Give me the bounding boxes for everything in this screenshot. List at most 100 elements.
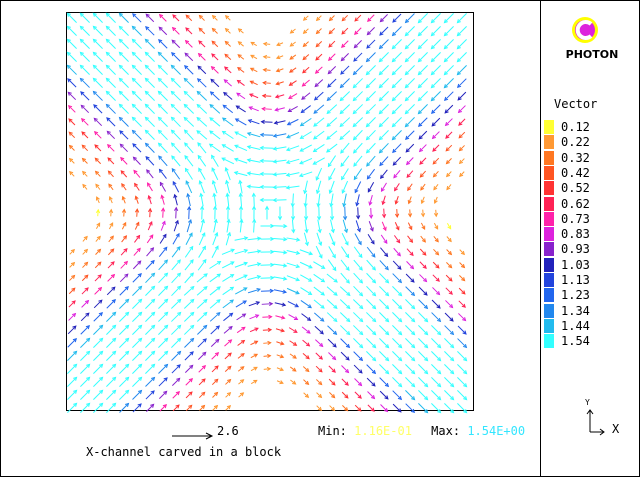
vector-arrowhead: [342, 202, 347, 208]
vector-arrow: [300, 287, 312, 295]
vector-arrowhead: [409, 251, 414, 257]
vector-arrow: [431, 325, 441, 335]
vector-arrow: [67, 325, 77, 335]
vector-arrow: [342, 405, 348, 411]
vector-arrow: [326, 104, 338, 114]
legend-label: 1.23: [561, 288, 590, 303]
vector-arrowhead: [379, 18, 384, 23]
vector-arrow: [132, 390, 142, 400]
vector-arrowhead: [237, 54, 242, 59]
vector-arrow: [341, 378, 349, 386]
vector-arrowhead: [157, 116, 162, 121]
vector-arrow: [457, 338, 467, 348]
vector-arrow: [158, 39, 168, 49]
vector-arrow: [353, 78, 363, 88]
vector-arrow: [95, 184, 101, 190]
vector-arrow: [171, 142, 181, 154]
vector-arrow: [302, 54, 310, 60]
vector-arrowhead: [379, 31, 384, 36]
vector-arrowhead: [289, 29, 295, 34]
vector-arrow: [158, 338, 168, 348]
vector-arrowhead: [345, 369, 350, 374]
vector-arrow: [418, 377, 428, 387]
legend-label: 0.93: [561, 242, 590, 257]
vector-arrow: [94, 131, 102, 139]
vector-arrow: [326, 130, 338, 140]
vector-arrowhead: [392, 161, 397, 166]
vector-arrow: [171, 39, 181, 49]
vector-arrowhead: [163, 246, 168, 251]
vector-arrowhead: [431, 122, 436, 127]
vector-arrow: [407, 222, 413, 230]
vector-arrow: [445, 118, 453, 126]
vector-arrow: [327, 78, 337, 88]
vector-arrow: [211, 66, 219, 74]
legend-label: 0.12: [561, 120, 590, 134]
vector-arrowhead: [107, 170, 112, 175]
vector-arrowhead: [366, 175, 371, 180]
vector-arrow: [276, 341, 284, 345]
vector-arrow: [159, 234, 167, 244]
vector-arrowhead: [197, 142, 202, 147]
vector-arrowhead: [79, 38, 84, 43]
vector-arrowhead: [445, 134, 450, 139]
vector-arrow: [197, 155, 207, 167]
vector-arrowhead: [424, 396, 429, 401]
vector-arrow: [392, 130, 402, 140]
vector-arrowhead: [354, 30, 359, 35]
vector-arrow: [327, 155, 337, 167]
vector-arrowhead: [121, 208, 127, 213]
vector-arrowhead: [81, 157, 87, 162]
vector-arrow: [289, 353, 297, 359]
vector-arrowhead: [203, 286, 208, 291]
vector-arrow: [457, 390, 467, 400]
vector-arrowhead: [267, 327, 273, 333]
vector-arrow: [303, 15, 309, 21]
vector-arrowhead: [358, 292, 364, 297]
vector-arrow: [327, 338, 337, 348]
vector-arrow: [158, 65, 168, 75]
vector-arrowhead: [170, 64, 175, 69]
vector-arrowhead: [211, 40, 216, 45]
vector-arrowhead: [365, 84, 370, 89]
vector-arrow: [405, 286, 415, 296]
vector-arrowhead: [201, 364, 207, 370]
vector-arrow: [379, 104, 389, 114]
vector-arrowhead: [177, 337, 182, 342]
vector-arrow: [313, 104, 325, 114]
vector-arrow: [106, 338, 116, 348]
axis-triad-icon: [586, 409, 605, 436]
vector-arrow: [106, 286, 116, 296]
vector-arrowhead: [372, 331, 377, 336]
vector-arrowhead: [238, 179, 243, 185]
vector-arrow: [132, 52, 142, 62]
vector-arrow: [262, 329, 272, 331]
vector-arrowhead: [174, 206, 179, 212]
vector-arrowhead: [418, 147, 424, 153]
vector-arrowhead: [66, 64, 71, 69]
vector-arrowhead: [420, 186, 425, 191]
vector-arrowhead: [365, 149, 371, 154]
vector-arrow: [221, 261, 235, 269]
vector-arrow: [121, 235, 127, 243]
vector-arrow: [221, 249, 235, 255]
vector-arrowhead: [279, 367, 285, 372]
vector-arrow: [132, 39, 142, 49]
vector-arrowhead: [307, 291, 313, 296]
vector-arrow: [353, 272, 363, 284]
vector-arrowhead: [319, 342, 324, 348]
vector-arrowhead: [391, 136, 396, 141]
vector-arrow: [197, 351, 207, 361]
vector-arrowhead: [177, 298, 182, 303]
vector-arrow: [171, 272, 181, 284]
vector-arrowhead: [151, 311, 156, 316]
vector-arrowhead: [190, 285, 195, 291]
vector-arrow: [392, 312, 402, 322]
vector-arrowhead: [157, 142, 163, 147]
vector-arrow: [171, 155, 181, 167]
vector-arrowhead: [151, 363, 156, 368]
vector-arrowhead: [131, 116, 136, 121]
vector-arrow: [250, 366, 258, 372]
vector-arrow: [328, 53, 336, 61]
vector-arrowhead: [437, 383, 442, 388]
